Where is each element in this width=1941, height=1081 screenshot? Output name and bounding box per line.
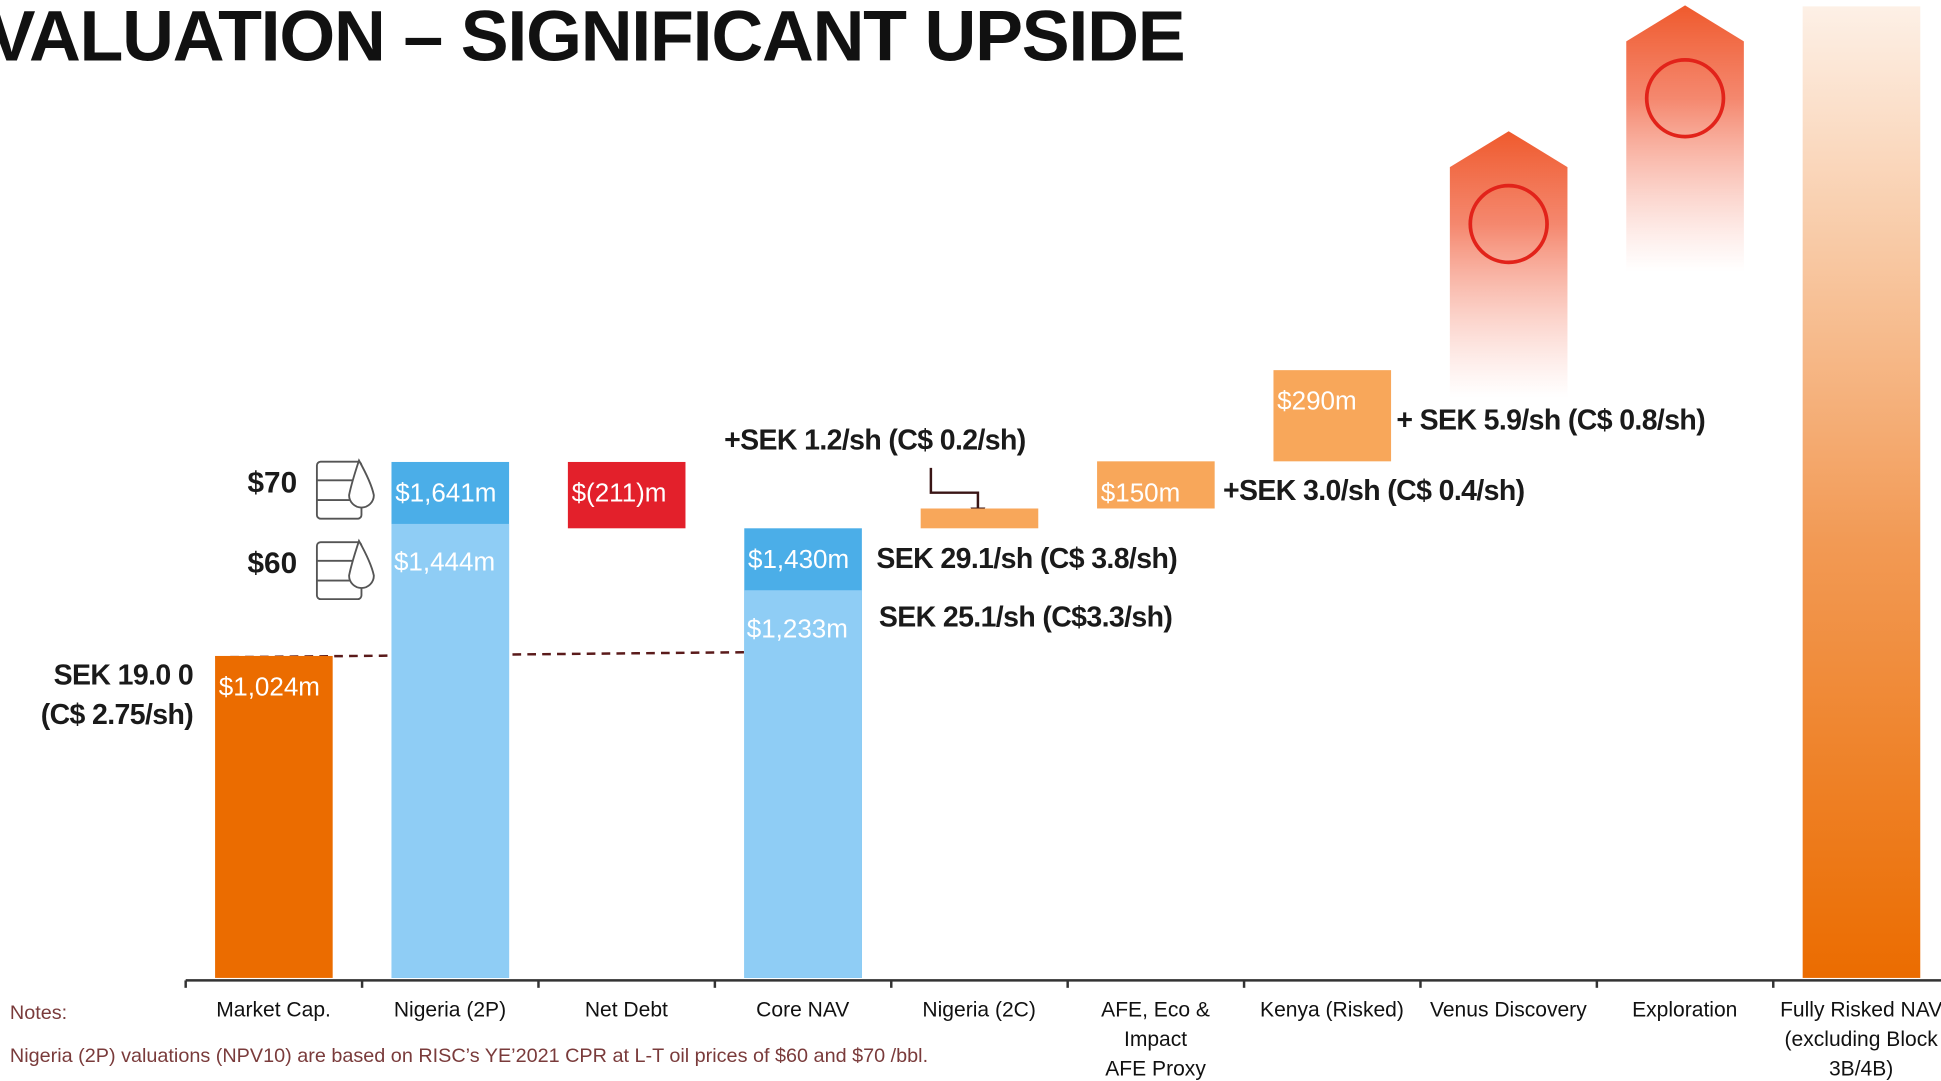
value-label: $290m (1277, 387, 1357, 416)
value-label: $1,024m (218, 673, 320, 702)
annotation: +SEK 1.2/sh (C$ 0.2/sh) (724, 423, 1026, 456)
value-label: $150m (1100, 478, 1181, 508)
x-tick-label: Venus Discovery (1429, 997, 1587, 1022)
value-label: $1,430m (747, 545, 850, 575)
series-label: $60 (247, 547, 298, 581)
icon (1468, 183, 1549, 265)
x-tick-label: Market Cap. (216, 997, 331, 1022)
icon (1644, 58, 1726, 139)
value-label: $1,233m (746, 614, 848, 644)
x-tick-label: Net Debt (584, 997, 668, 1022)
connector-arrow (929, 467, 980, 511)
x-tick-label: Exploration (1632, 997, 1738, 1022)
barrel-icons (315, 458, 375, 601)
x-tick-label: AFE, Eco & Impact AFE Proxy (1101, 997, 1210, 1081)
bar (215, 655, 333, 978)
value-label: $1,641m (395, 479, 497, 508)
bar (744, 590, 862, 978)
x-tick-label: Nigeria (2C) (922, 997, 1036, 1022)
title: VALUATION – SIGNIFICANT UPSIDE (0, 0, 1186, 77)
bar (1097, 461, 1215, 509)
series-label: $70 (247, 466, 298, 501)
x-tick-label: Nigeria (2P) (393, 997, 507, 1022)
value-label: $(211)m (571, 479, 667, 508)
annotation: + SEK 5.9/sh (C$ 0.8/sh) (1396, 403, 1706, 436)
bar (1802, 6, 1921, 978)
notes-text: Nigeria (2P) valuations (NPV10) are base… (9, 1046, 929, 1068)
annotation: SEK 29.1/sh (C$ 3.8/sh) (876, 542, 1178, 575)
bar (391, 523, 510, 978)
annotation: SEK 19.0 0 (C$ 2.75/sh) (40, 658, 194, 731)
annotation: +SEK 3.0/sh (C$ 0.4/sh) (1223, 474, 1525, 507)
annotation: SEK 25.1/sh (C$3.3/sh) (878, 600, 1173, 633)
value-label: $1,444m (393, 548, 496, 578)
bar (920, 508, 1039, 529)
x-tick-label: Kenya (Risked) (1260, 997, 1404, 1022)
notes-label: Notes: (9, 1002, 68, 1024)
bar (567, 461, 686, 529)
bar (1273, 370, 1392, 462)
x-tick-label: Fully Risked NAV (excluding Block 3B/4B) (1780, 997, 1941, 1081)
x-tick-label: Core NAV (756, 997, 850, 1022)
